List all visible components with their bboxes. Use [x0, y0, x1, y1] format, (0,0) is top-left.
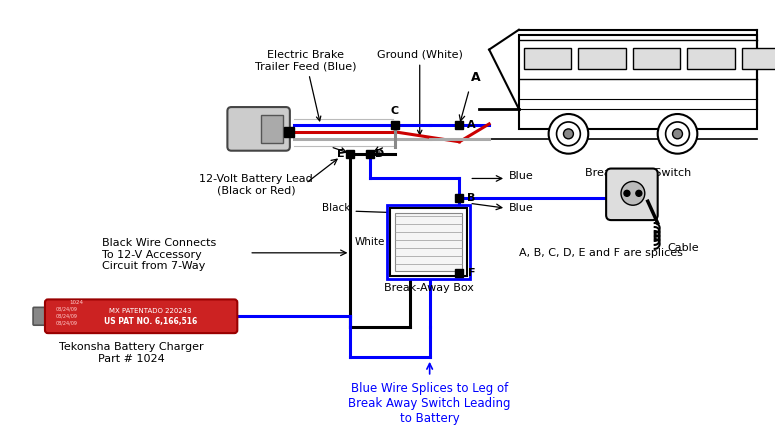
Text: 08/24/09: 08/24/09	[56, 314, 78, 319]
Text: US PAT NO. 6,166,516: US PAT NO. 6,166,516	[103, 317, 197, 326]
Bar	[519, 35, 757, 129]
Text: Blue: Blue	[509, 203, 534, 213]
Text: Ground (White): Ground (White)	[377, 50, 463, 135]
Text: Blue Wire Splices to Leg of
Break Away Switch Leading
to Battery: Blue Wire Splices to Leg of Break Away S…	[349, 382, 511, 425]
Text: B: B	[467, 193, 475, 203]
Bar	[284, 127, 294, 137]
Text: White: White	[355, 237, 385, 247]
FancyBboxPatch shape	[33, 307, 49, 325]
Bar	[366, 150, 374, 158]
Text: E: E	[337, 149, 344, 159]
Text: 12-Volt Battery Lead
(Black or Red): 12-Volt Battery Lead (Black or Red)	[199, 174, 313, 195]
Text: 1024: 1024	[70, 300, 84, 305]
Bar	[688, 48, 735, 69]
Bar	[455, 194, 464, 202]
FancyBboxPatch shape	[227, 107, 290, 151]
Circle shape	[624, 191, 630, 196]
Circle shape	[621, 181, 645, 205]
Circle shape	[666, 122, 689, 146]
Circle shape	[636, 191, 642, 196]
Text: Electric Brake
Trailer Feed (Blue): Electric Brake Trailer Feed (Blue)	[255, 50, 356, 121]
Text: A, B, C, D, E and F are splices: A, B, C, D, E and F are splices	[519, 248, 683, 258]
Bar	[387, 205, 470, 279]
Text: Break-Away Box: Break-Away Box	[384, 283, 474, 293]
Text: D: D	[376, 149, 384, 159]
Bar	[395, 213, 462, 271]
Text: 08/24/09: 08/24/09	[56, 307, 78, 312]
Circle shape	[563, 129, 573, 139]
Bar	[346, 150, 354, 158]
Bar	[390, 208, 468, 276]
FancyBboxPatch shape	[606, 169, 657, 220]
Text: Black: Black	[322, 203, 350, 213]
Text: C: C	[391, 106, 399, 116]
Bar	[391, 121, 399, 129]
Bar	[578, 48, 626, 69]
Circle shape	[556, 122, 580, 146]
Text: Break-Away Switch: Break-Away Switch	[585, 168, 691, 178]
Text: Blue: Blue	[509, 171, 534, 181]
Text: A: A	[467, 120, 475, 130]
Text: Tekonsha Battery Charger
Part # 1024: Tekonsha Battery Charger Part # 1024	[59, 342, 204, 364]
Bar	[455, 269, 464, 276]
Bar	[455, 121, 464, 129]
Text: F: F	[468, 268, 475, 278]
Bar	[261, 115, 283, 143]
Bar	[633, 48, 681, 69]
Circle shape	[672, 129, 682, 139]
Text: Black Wire Connects
To 12-V Accessory
Circuit from 7-Way: Black Wire Connects To 12-V Accessory Ci…	[103, 238, 217, 271]
Circle shape	[548, 114, 588, 153]
Text: MX PATENTADO 220243: MX PATENTADO 220243	[109, 308, 191, 314]
Text: 08/24/09: 08/24/09	[56, 321, 78, 326]
Circle shape	[657, 114, 697, 153]
Text: Cable: Cable	[668, 243, 699, 253]
Bar	[742, 48, 778, 69]
Bar	[524, 48, 571, 69]
FancyBboxPatch shape	[45, 300, 237, 333]
Text: A: A	[471, 71, 481, 84]
